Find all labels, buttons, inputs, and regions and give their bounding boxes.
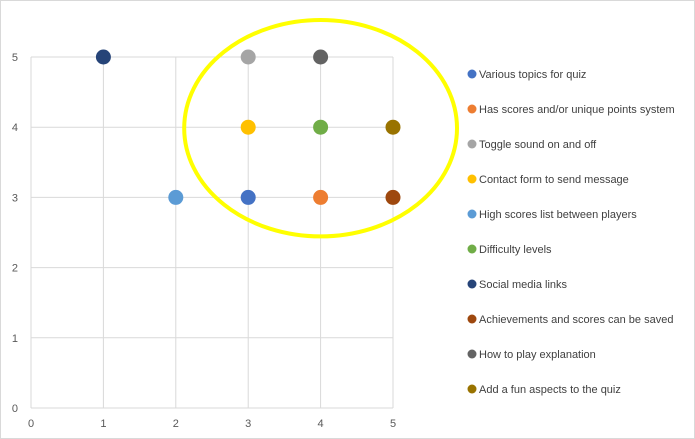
y-tick-label: 2 (12, 263, 18, 275)
x-tick-label: 2 (173, 418, 179, 430)
legend-label: Difficulty levels (479, 244, 552, 256)
legend-label: Contact form to send message (479, 174, 629, 186)
data-point (313, 189, 329, 205)
legend-item: Difficulty levels (467, 244, 552, 256)
y-tick-label: 0 (12, 403, 18, 415)
legend-label: Add a fun aspects to the quiz (479, 384, 621, 396)
legend-marker (467, 349, 477, 359)
x-tick-label: 1 (100, 418, 106, 430)
y-tick-label: 4 (12, 122, 18, 134)
y-tick-label: 3 (12, 192, 18, 204)
legend-label: Achievements and scores can be saved (479, 314, 673, 326)
legend-label: Various topics for quiz (479, 69, 586, 81)
data-point (95, 49, 111, 65)
legend-label: High scores list between players (479, 209, 637, 221)
data-point (240, 49, 256, 65)
legend-label: Social media links (479, 279, 568, 291)
highlight-ellipse (182, 18, 459, 239)
data-point (385, 189, 401, 205)
legend-item: Toggle sound on and off (467, 139, 597, 151)
data-point (385, 119, 401, 135)
legend-marker (467, 69, 477, 79)
legend-item: High scores list between players (467, 209, 637, 221)
data-point (313, 49, 329, 65)
legend-item: Social media links (467, 279, 568, 291)
x-tick-label: 3 (245, 418, 251, 430)
legend-item: Add a fun aspects to the quiz (467, 384, 621, 396)
legend-item: Various topics for quiz (467, 69, 586, 81)
legend-marker (467, 209, 477, 219)
x-tick-label: 4 (318, 418, 324, 430)
data-point (313, 119, 329, 135)
legend-label: Has scores and/or unique points system (479, 104, 675, 116)
legend-marker (467, 314, 477, 324)
legend-item: Achievements and scores can be saved (467, 314, 673, 326)
legend-item: Contact form to send message (467, 174, 629, 186)
legend-marker (467, 244, 477, 254)
x-tick-label: 0 (28, 418, 34, 430)
legend-item: Has scores and/or unique points system (467, 104, 675, 116)
y-tick-label: 1 (12, 333, 18, 345)
legend-marker (467, 104, 477, 114)
y-tick-label: 5 (12, 52, 18, 64)
data-point (240, 189, 256, 205)
legend-label: Toggle sound on and off (479, 139, 597, 151)
data-point (240, 119, 256, 135)
data-points (95, 49, 401, 205)
legend-label: How to play explanation (479, 349, 596, 361)
legend-item: How to play explanation (467, 349, 596, 361)
axes: 0 1 2 3 4 5 0 1 2 3 4 5 (12, 52, 396, 430)
grid-lines (30, 56, 394, 409)
legend-marker (467, 384, 477, 394)
x-tick-label: 5 (390, 418, 396, 430)
data-point (168, 189, 184, 205)
annotations (182, 18, 459, 239)
legend-marker (467, 174, 477, 184)
legend-marker (467, 279, 477, 289)
legend-marker (467, 139, 477, 149)
legend: Various topics for quiz Has scores and/or… (467, 69, 675, 396)
